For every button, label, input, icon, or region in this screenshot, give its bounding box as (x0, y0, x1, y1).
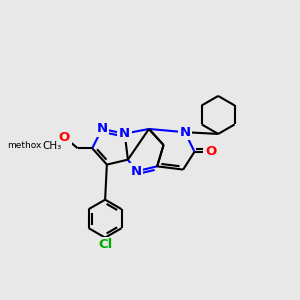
Text: O: O (59, 130, 70, 144)
Text: N: N (179, 126, 191, 139)
Text: methoxy: methoxy (8, 141, 47, 150)
Text: O: O (205, 145, 216, 158)
Text: N: N (130, 165, 142, 178)
Text: N: N (119, 127, 130, 140)
Text: Cl: Cl (98, 238, 112, 251)
Text: CH₃: CH₃ (42, 141, 61, 151)
Text: N: N (96, 122, 107, 136)
